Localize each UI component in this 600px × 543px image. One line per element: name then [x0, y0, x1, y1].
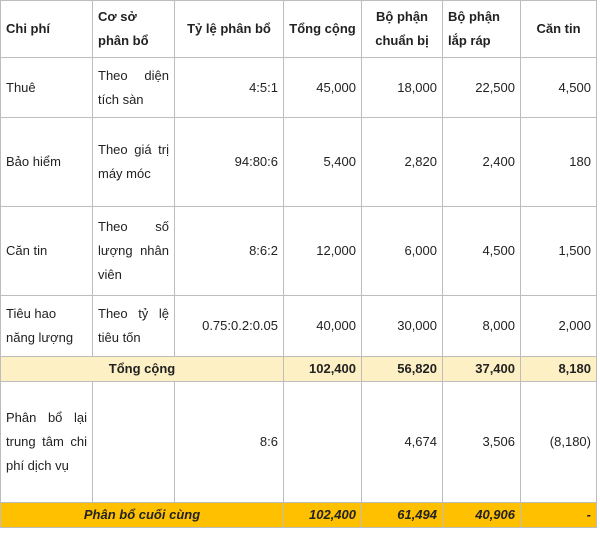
final-total: 102,400: [283, 502, 362, 528]
row-basis: Theo số lượng nhân viên: [92, 206, 175, 296]
realloc-name: Phân bổ lại trung tâm chi phí dịch vụ: [0, 381, 93, 503]
row-ratio: 4:5:1: [174, 57, 284, 118]
header-co-so-phan-bo: Cơ sở phân bổ: [92, 0, 175, 58]
cost-allocation-table: Chi phí Cơ sở phân bổ Tỷ lệ phân bổ Tổng…: [0, 0, 597, 528]
total-sum: 102,400: [283, 356, 362, 382]
final-prep: 61,494: [361, 502, 443, 528]
final-assembly: 40,906: [442, 502, 521, 528]
row-name: Thuê: [0, 57, 93, 118]
row-canteen: 4,500: [520, 57, 597, 118]
realloc-prep: 4,674: [361, 381, 443, 503]
row-name: Tiêu hao năng lượng: [0, 295, 93, 357]
table-row: Thuê Theo diện tích sàn 4:5:1 45,000 18,…: [0, 57, 597, 118]
row-name: Bảo hiểm: [0, 117, 93, 207]
final-label: Phân bổ cuối cùng: [0, 502, 284, 528]
total-row: Tổng cộng 102,400 56,820 37,400 8,180: [0, 356, 597, 382]
final-row: Phân bổ cuối cùng 102,400 61,494 40,906 …: [0, 502, 597, 528]
row-ratio: 94:80:6: [174, 117, 284, 207]
row-assembly: 4,500: [442, 206, 521, 296]
row-prep: 2,820: [361, 117, 443, 207]
reallocation-row: Phân bổ lại trung tâm chi phí dịch vụ 8:…: [0, 381, 597, 503]
realloc-basis: [92, 381, 175, 503]
row-ratio: 0.75:0.2:0.05: [174, 295, 284, 357]
total-label: Tổng cộng: [0, 356, 284, 382]
realloc-canteen: (8,180): [520, 381, 597, 503]
row-prep: 6,000: [361, 206, 443, 296]
realloc-ratio: 8:6: [174, 381, 284, 503]
total-canteen: 8,180: [520, 356, 597, 382]
row-basis: Theo tỷ lệ tiêu tốn: [92, 295, 175, 357]
row-basis: Theo giá trị máy móc: [92, 117, 175, 207]
row-assembly: 8,000: [442, 295, 521, 357]
header-row: Chi phí Cơ sở phân bổ Tỷ lệ phân bổ Tổng…: [0, 0, 597, 58]
table-row: Căn tin Theo số lượng nhân viên 8:6:2 12…: [0, 206, 597, 296]
header-bo-phan-lap-rap: Bộ phận lắp ráp: [442, 0, 521, 58]
header-can-tin: Căn tin: [520, 0, 597, 58]
total-assembly: 37,400: [442, 356, 521, 382]
row-canteen: 1,500: [520, 206, 597, 296]
header-chi-phi: Chi phí: [0, 0, 93, 58]
row-assembly: 2,400: [442, 117, 521, 207]
realloc-total: [283, 381, 362, 503]
row-canteen: 180: [520, 117, 597, 207]
header-tong-cong: Tổng cộng: [283, 0, 362, 58]
row-assembly: 22,500: [442, 57, 521, 118]
final-canteen: -: [520, 502, 597, 528]
row-ratio: 8:6:2: [174, 206, 284, 296]
row-total: 40,000: [283, 295, 362, 357]
row-total: 12,000: [283, 206, 362, 296]
table-row: Tiêu hao năng lượng Theo tỷ lệ tiêu tốn …: [0, 295, 597, 357]
row-canteen: 2,000: [520, 295, 597, 357]
total-prep: 56,820: [361, 356, 443, 382]
row-name: Căn tin: [0, 206, 93, 296]
header-bo-phan-chuan-bi: Bộ phận chuẩn bị: [361, 0, 443, 58]
row-prep: 30,000: [361, 295, 443, 357]
realloc-assembly: 3,506: [442, 381, 521, 503]
row-basis: Theo diện tích sàn: [92, 57, 175, 118]
row-total: 5,400: [283, 117, 362, 207]
row-prep: 18,000: [361, 57, 443, 118]
row-total: 45,000: [283, 57, 362, 118]
table-row: Bảo hiểm Theo giá trị máy móc 94:80:6 5,…: [0, 117, 597, 207]
header-ty-le-phan-bo: Tỷ lệ phân bổ: [174, 0, 284, 58]
